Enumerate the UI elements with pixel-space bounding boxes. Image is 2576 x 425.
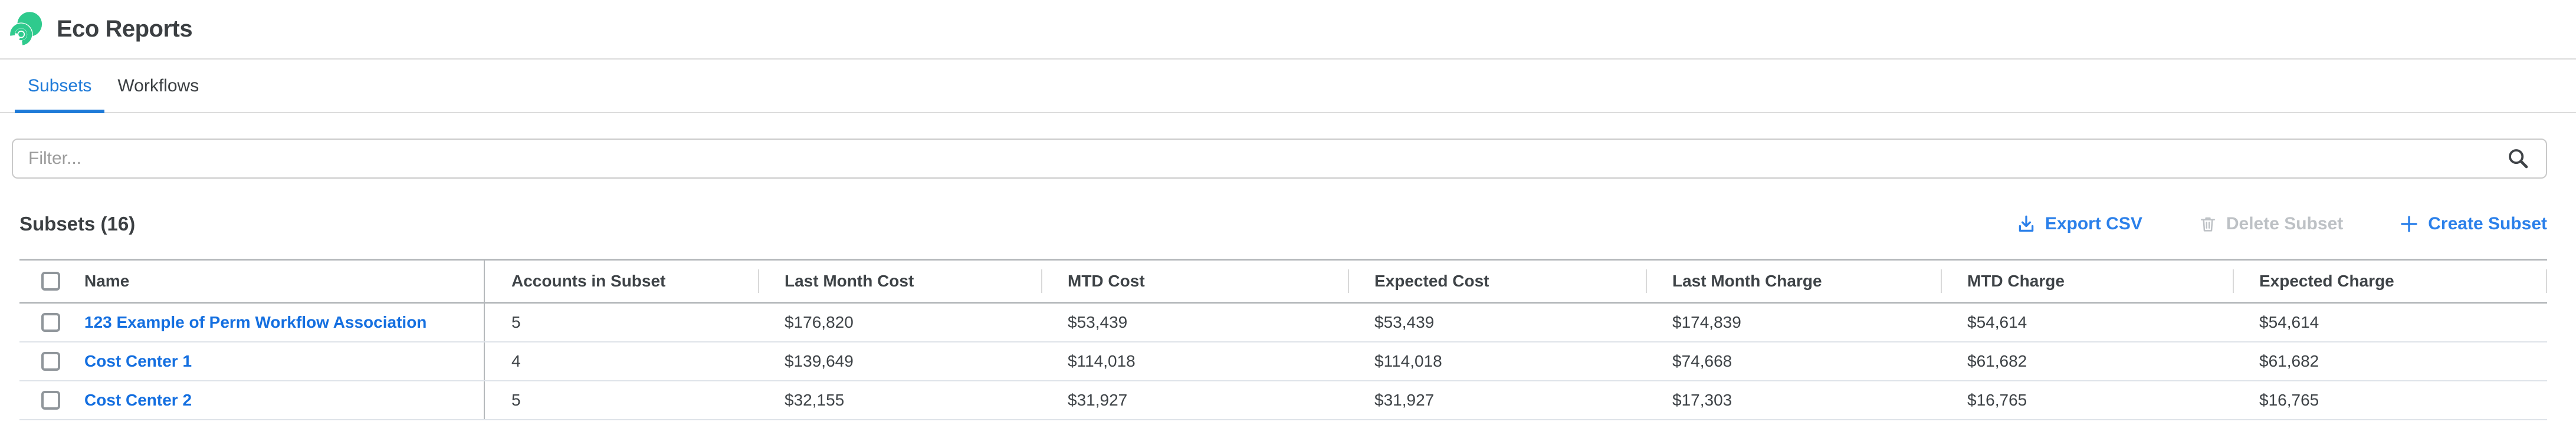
- column-header-mtd-cost[interactable]: MTD Cost: [1041, 261, 1348, 302]
- table-actions: Export CSV Delete Subset Create Subset: [2016, 214, 2547, 234]
- create-subset-button[interactable]: Create Subset: [2399, 214, 2547, 234]
- row-checkbox-cell: [19, 304, 84, 341]
- create-subset-label: Create Subset: [2428, 214, 2547, 233]
- row-checkbox[interactable]: [41, 352, 60, 371]
- cell-last-month-cost: $176,820: [785, 313, 854, 331]
- filter-input[interactable]: [12, 139, 2547, 179]
- page-title: Eco Reports: [57, 16, 193, 42]
- subset-name-link[interactable]: 123 Example of Perm Workflow Association: [84, 313, 427, 331]
- cell-expected-cost: $31,927: [1374, 391, 1435, 409]
- column-header-expected-charge[interactable]: Expected Charge: [2233, 261, 2547, 302]
- cell-accounts-in-subset: 4: [484, 342, 758, 380]
- cell-last-month-cost: $32,155: [785, 391, 845, 409]
- table-header-row: Name Accounts in Subset Last Month Cost …: [19, 259, 2547, 304]
- header-checkbox-cell: [19, 261, 84, 302]
- trash-icon: [2200, 217, 2215, 232]
- cell-mtd-charge: $61,682: [1967, 352, 2027, 370]
- cell-last-month-charge: $174,839: [1672, 313, 1741, 331]
- cell-expected-charge: $61,682: [2259, 352, 2319, 370]
- app-header: Eco Reports: [0, 0, 2576, 60]
- table-row: Cost Center 1 4 $139,649 $114,018 $114,0…: [19, 342, 2547, 381]
- cell-mtd-cost: $114,018: [1068, 352, 1136, 370]
- cell-mtd-charge: $16,765: [1967, 391, 2027, 409]
- tab-workflows[interactable]: Workflows: [104, 60, 212, 112]
- cell-accounts-in-subset: 5: [484, 381, 758, 419]
- filter-bar: [12, 139, 2547, 179]
- subsets-section-header: Subsets (16) Export CSV Delete Subset Cr…: [19, 207, 2547, 241]
- cell-expected-cost: $114,018: [1374, 352, 1442, 370]
- download-icon: [2019, 215, 2034, 232]
- column-header-last-month-charge[interactable]: Last Month Charge: [1646, 261, 1941, 302]
- plus-icon: [2401, 216, 2417, 232]
- cell-last-month-charge: $74,668: [1672, 352, 1732, 370]
- delete-subset-button[interactable]: Delete Subset: [2198, 214, 2343, 234]
- column-header-last-month-cost[interactable]: Last Month Cost: [758, 261, 1041, 302]
- tabbar: Subsets Workflows: [0, 60, 2576, 113]
- search-icon[interactable]: [2507, 147, 2529, 170]
- row-checkbox-cell: [19, 381, 84, 419]
- table-row: Cost Center 2 5 $32,155 $31,927 $31,927 …: [19, 381, 2547, 420]
- row-checkbox[interactable]: [41, 391, 60, 410]
- subset-name-link[interactable]: Cost Center 2: [84, 391, 192, 409]
- column-header-mtd-charge[interactable]: MTD Charge: [1941, 261, 2233, 302]
- subsets-heading: Subsets (16): [19, 213, 136, 235]
- cell-mtd-cost: $31,927: [1068, 391, 1128, 409]
- cell-expected-charge: $54,614: [2259, 313, 2319, 331]
- cell-expected-cost: $53,439: [1374, 313, 1435, 331]
- column-header-expected-cost[interactable]: Expected Cost: [1348, 261, 1646, 302]
- delete-subset-label: Delete Subset: [2226, 214, 2344, 233]
- column-header-name[interactable]: Name: [84, 272, 130, 290]
- row-checkbox[interactable]: [41, 313, 60, 332]
- subset-name-link[interactable]: Cost Center 1: [84, 352, 192, 370]
- subsets-table: Name Accounts in Subset Last Month Cost …: [19, 259, 2547, 420]
- cell-last-month-charge: $17,303: [1672, 391, 1732, 409]
- cell-last-month-cost: $139,649: [785, 352, 854, 370]
- brand-logo-icon: [9, 11, 42, 46]
- select-all-checkbox[interactable]: [41, 272, 60, 291]
- export-csv-label: Export CSV: [2045, 214, 2142, 233]
- cell-expected-charge: $16,765: [2259, 391, 2319, 409]
- cell-mtd-charge: $54,614: [1967, 313, 2027, 331]
- cell-accounts-in-subset: 5: [484, 304, 758, 341]
- cell-mtd-cost: $53,439: [1068, 313, 1128, 331]
- row-checkbox-cell: [19, 342, 84, 380]
- tab-subsets[interactable]: Subsets: [15, 60, 105, 113]
- export-csv-button[interactable]: Export CSV: [2016, 214, 2142, 234]
- column-header-accounts-in-subset[interactable]: Accounts in Subset: [484, 261, 758, 302]
- table-row: 123 Example of Perm Workflow Association…: [19, 304, 2547, 342]
